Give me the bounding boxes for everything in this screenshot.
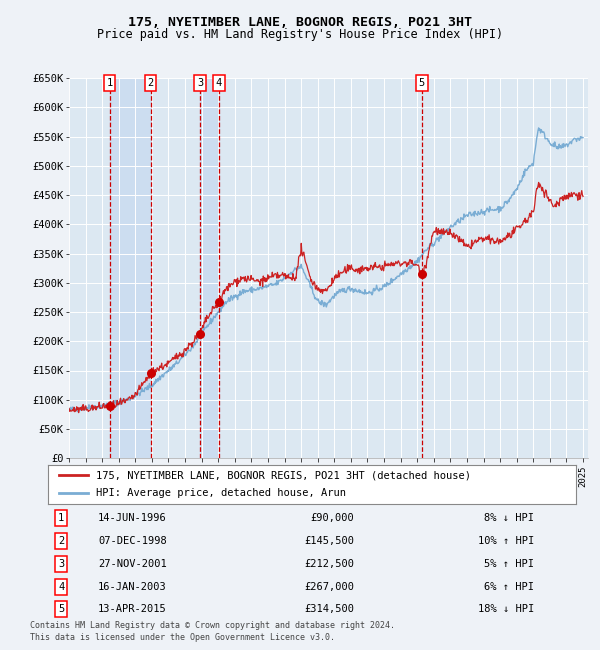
Text: £212,500: £212,500: [304, 559, 354, 569]
Text: £267,000: £267,000: [304, 582, 354, 592]
Text: Price paid vs. HM Land Registry's House Price Index (HPI): Price paid vs. HM Land Registry's House …: [97, 28, 503, 41]
Text: 10% ↑ HPI: 10% ↑ HPI: [478, 536, 534, 546]
Text: 5% ↑ HPI: 5% ↑ HPI: [484, 559, 534, 569]
Text: 07-DEC-1998: 07-DEC-1998: [98, 536, 167, 546]
Text: 18% ↓ HPI: 18% ↓ HPI: [478, 604, 534, 614]
Text: HPI: Average price, detached house, Arun: HPI: Average price, detached house, Arun: [95, 488, 346, 498]
Text: 14-JUN-1996: 14-JUN-1996: [98, 514, 167, 523]
Text: £90,000: £90,000: [310, 514, 354, 523]
Text: 1: 1: [58, 514, 64, 523]
Text: 4: 4: [58, 582, 64, 592]
Bar: [200, 78, 219, 458]
Text: 1: 1: [106, 78, 113, 88]
Text: 175, NYETIMBER LANE, BOGNOR REGIS, PO21 3HT: 175, NYETIMBER LANE, BOGNOR REGIS, PO21 …: [128, 16, 472, 29]
Text: 8% ↓ HPI: 8% ↓ HPI: [484, 514, 534, 523]
Text: 4: 4: [216, 78, 222, 88]
Text: 5: 5: [58, 604, 64, 614]
Text: 175, NYETIMBER LANE, BOGNOR REGIS, PO21 3HT (detached house): 175, NYETIMBER LANE, BOGNOR REGIS, PO21 …: [95, 471, 470, 480]
Text: £145,500: £145,500: [304, 536, 354, 546]
Text: This data is licensed under the Open Government Licence v3.0.: This data is licensed under the Open Gov…: [30, 633, 335, 642]
Bar: [110, 78, 151, 458]
Text: 6% ↑ HPI: 6% ↑ HPI: [484, 582, 534, 592]
Text: 3: 3: [58, 559, 64, 569]
Text: 16-JAN-2003: 16-JAN-2003: [98, 582, 167, 592]
Text: 13-APR-2015: 13-APR-2015: [98, 604, 167, 614]
Text: £314,500: £314,500: [304, 604, 354, 614]
Text: 27-NOV-2001: 27-NOV-2001: [98, 559, 167, 569]
Text: 2: 2: [58, 536, 64, 546]
Text: 2: 2: [148, 78, 154, 88]
Text: 5: 5: [419, 78, 425, 88]
Text: 3: 3: [197, 78, 203, 88]
Text: Contains HM Land Registry data © Crown copyright and database right 2024.: Contains HM Land Registry data © Crown c…: [30, 621, 395, 630]
